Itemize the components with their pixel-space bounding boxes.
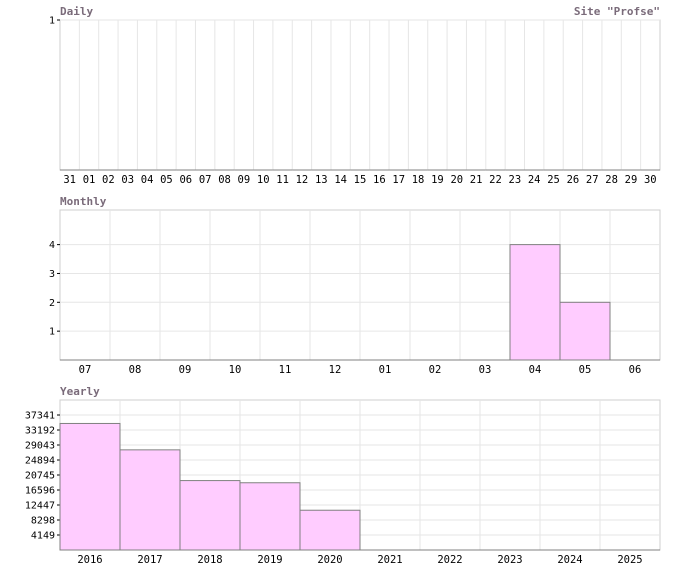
yearly-xtick-label: 2016 bbox=[77, 554, 102, 566]
yearly-bar bbox=[119, 449, 181, 551]
yearly-bar bbox=[59, 422, 121, 551]
yearly-ytick-label: 20745 bbox=[25, 471, 55, 482]
monthly-xtick-label: 05 bbox=[579, 364, 592, 376]
daily-chart-title: Daily bbox=[60, 5, 93, 18]
daily-xtick-label: 23 bbox=[509, 174, 522, 186]
daily-xtick-label: 17 bbox=[392, 174, 405, 186]
monthly-ytick-label: 4 bbox=[49, 240, 55, 251]
daily-xtick-label: 13 bbox=[315, 174, 328, 186]
daily-chart: Daily Site "Profse" 131 01 02 03 04 05 06 07 08 0… bbox=[49, 5, 661, 186]
monthly-ytick-label: 2 bbox=[49, 298, 55, 309]
daily-xtick-label: 22 bbox=[489, 174, 502, 186]
monthly-xtick-label: 06 bbox=[629, 364, 642, 376]
daily-xtick-label: 21 bbox=[470, 174, 483, 186]
yearly-xtick-label: 2020 bbox=[317, 554, 342, 566]
daily-xtick-label: 18 bbox=[412, 174, 425, 186]
yearly-xtick-label: 2023 bbox=[497, 554, 522, 566]
yearly-ytick-label: 16596 bbox=[25, 486, 55, 497]
yearly-bar bbox=[239, 482, 301, 551]
daily-xtick-label: 31 bbox=[63, 174, 76, 186]
daily-xtick-label: 27 bbox=[586, 174, 599, 186]
daily-xtick-label: 19 bbox=[431, 174, 444, 186]
yearly-chart-title: Yearly bbox=[60, 385, 100, 398]
monthly-xtick-label: 07 bbox=[79, 364, 92, 376]
daily-xtick-label: 04 bbox=[141, 174, 154, 186]
yearly-ytick-label: 29043 bbox=[25, 441, 55, 452]
yearly-ytick-label: 24894 bbox=[25, 456, 55, 467]
monthly-xtick-label: 09 bbox=[179, 364, 192, 376]
monthly-bar bbox=[559, 301, 611, 361]
yearly-ytick-label: 33192 bbox=[25, 426, 55, 437]
yearly-xtick-label: 2022 bbox=[437, 554, 462, 566]
daily-xtick-label: 28 bbox=[605, 174, 618, 186]
yearly-ytick-label: 37341 bbox=[25, 411, 55, 422]
daily-xtick-label: 07 bbox=[199, 174, 212, 186]
daily-xtick-label: 25 bbox=[547, 174, 560, 186]
monthly-xtick-label: 04 bbox=[529, 364, 542, 376]
monthly-xtick-label: 11 bbox=[279, 364, 292, 376]
yearly-ytick-label: 12447 bbox=[25, 501, 55, 512]
daily-xtick-label: 29 bbox=[625, 174, 638, 186]
monthly-xtick-label: 02 bbox=[429, 364, 442, 376]
monthly-chart-title: Monthly bbox=[60, 195, 107, 208]
yearly-xtick-label: 2018 bbox=[197, 554, 222, 566]
daily-plot-area bbox=[59, 19, 661, 171]
daily-xtick-label: 11 bbox=[276, 174, 289, 186]
daily-xtick-label: 08 bbox=[218, 174, 231, 186]
daily-xtick-label: 03 bbox=[121, 174, 134, 186]
daily-xtick-label: 09 bbox=[238, 174, 251, 186]
monthly-xtick-label: 03 bbox=[479, 364, 492, 376]
daily-xtick-label: 14 bbox=[334, 174, 347, 186]
daily-xtick-label: 30 bbox=[644, 174, 657, 186]
yearly-xtick-label: 2021 bbox=[377, 554, 402, 566]
monthly-xtick-label: 10 bbox=[229, 364, 242, 376]
monthly-ytick-label: 3 bbox=[49, 269, 55, 280]
yearly-bar bbox=[179, 480, 241, 551]
daily-xtick-label: 26 bbox=[567, 174, 580, 186]
monthly-bar bbox=[509, 244, 561, 361]
daily-xtick-label: 01 bbox=[83, 174, 96, 186]
daily-xtick-label: 20 bbox=[450, 174, 463, 186]
monthly-xtick-label: 08 bbox=[129, 364, 142, 376]
monthly-ytick-label: 1 bbox=[49, 327, 55, 338]
yearly-xtick-label: 2025 bbox=[617, 554, 642, 566]
yearly-xtick-label: 2024 bbox=[557, 554, 582, 566]
yearly-bar bbox=[299, 509, 361, 551]
yearly-xtick-label: 2019 bbox=[257, 554, 282, 566]
daily-xtick-label: 06 bbox=[179, 174, 192, 186]
daily-ytick-label: 1 bbox=[49, 16, 55, 27]
daily-xtick-label: 16 bbox=[373, 174, 386, 186]
daily-xtick-label: 24 bbox=[528, 174, 541, 186]
yearly-ytick-label: 4149 bbox=[31, 531, 55, 542]
daily-xtick-label: 15 bbox=[354, 174, 367, 186]
site-label: Site "Profse" bbox=[574, 5, 660, 18]
yearly-chart: Yearly 4149 8298 12447 16596 20745 24894 29043… bbox=[25, 385, 661, 566]
yearly-xtick-label: 2017 bbox=[137, 554, 162, 566]
daily-xtick-label: 12 bbox=[296, 174, 309, 186]
yearly-ytick-label: 8298 bbox=[31, 516, 55, 527]
monthly-xtick-label: 12 bbox=[329, 364, 342, 376]
monthly-xtick-label: 01 bbox=[379, 364, 392, 376]
daily-xtick-label: 10 bbox=[257, 174, 270, 186]
daily-xtick-label: 02 bbox=[102, 174, 115, 186]
daily-xtick-label: 05 bbox=[160, 174, 173, 186]
